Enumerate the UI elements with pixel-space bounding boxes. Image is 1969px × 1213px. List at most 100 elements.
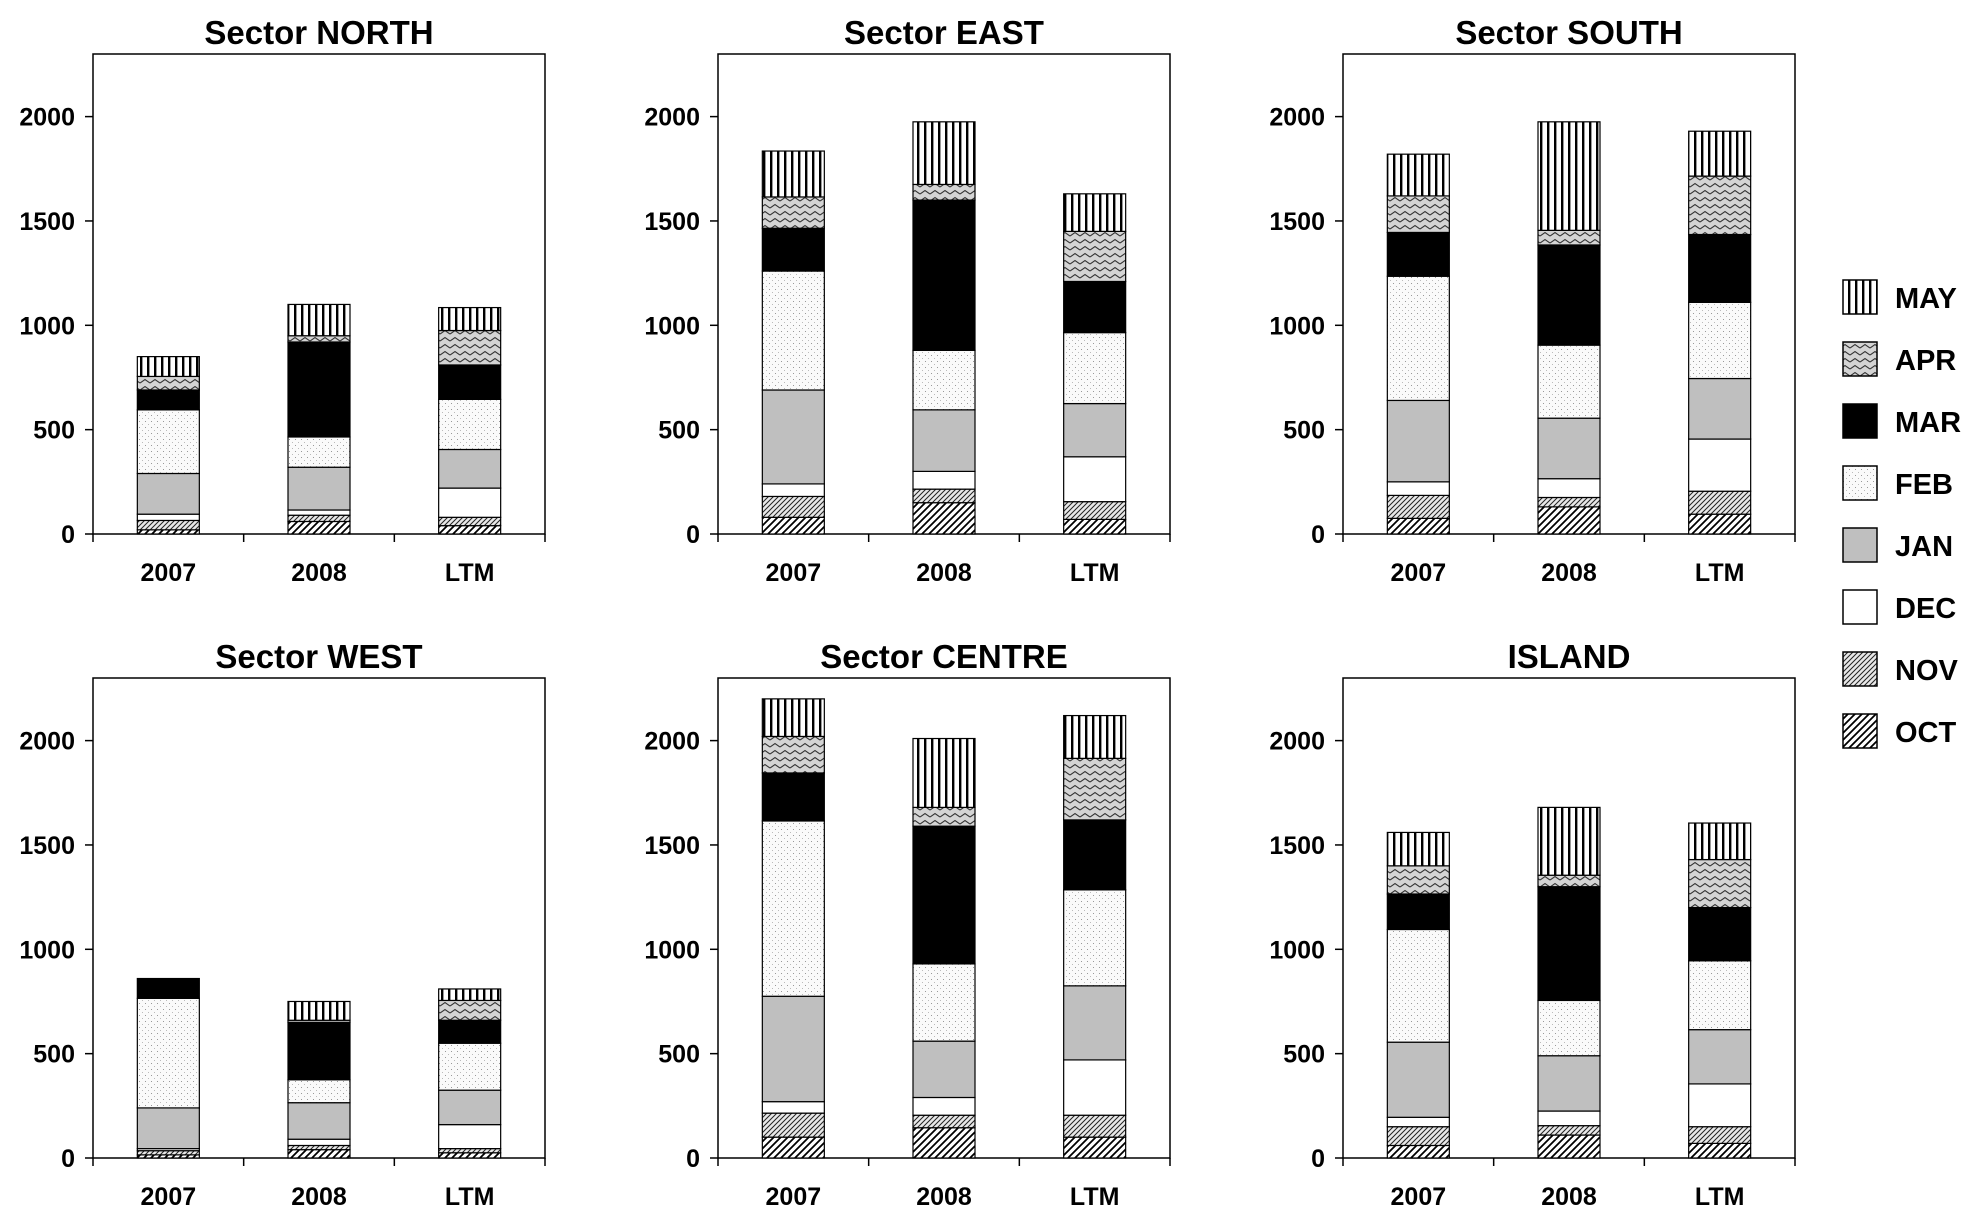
bar-segment-island-ltm-nov [1688, 1126, 1752, 1144]
bar-segment-sector-south-2008-feb [1537, 344, 1601, 419]
bar-segment-sector-centre-2008-jan [912, 1040, 976, 1099]
dots-icon [1842, 465, 1878, 501]
legend-item-nov: NOV [1842, 651, 1959, 687]
bar-segment-sector-east-ltm-feb [1063, 332, 1127, 405]
bar-segment-sector-west-ltm-mar [438, 1019, 502, 1044]
x-tick-label: 2008 [1541, 1183, 1597, 1208]
y-tick-label: 1500 [19, 832, 75, 860]
y-tick-label: 500 [1283, 1041, 1325, 1069]
bar-segment-sector-north-2007-mar [136, 389, 200, 411]
bar-segment-sector-east-2008-dec [912, 470, 976, 490]
bar-segment-sector-west-ltm-feb [438, 1042, 502, 1091]
bar-segment-sector-east-ltm-oct [1063, 518, 1127, 535]
bar-segment-sector-south-ltm-nov [1688, 490, 1752, 515]
bar-segment-island-ltm-feb [1688, 960, 1752, 1031]
bar-segment-sector-south-2008-mar [1537, 244, 1601, 346]
bar-segment-sector-south-2007-dec [1386, 481, 1450, 496]
bar-segment-sector-east-2008-jan [912, 409, 976, 472]
bar-segment-sector-centre-ltm-apr [1063, 757, 1127, 821]
x-tick-label: 2007 [141, 559, 197, 587]
bar-segment-sector-north-ltm-jan [438, 448, 502, 489]
bar-segment-island-2007-nov [1386, 1126, 1450, 1147]
bar-segment-sector-west-2008-may [287, 1000, 351, 1021]
legend-label: MAY [1895, 283, 1957, 315]
panel-title: Sector WEST [215, 638, 422, 675]
bar-segment-sector-south-2008-may [1537, 121, 1601, 231]
y-tick-label: 2000 [19, 104, 75, 132]
bar-segment-island-2008-apr [1537, 874, 1601, 888]
bar-segment-sector-north-2008-may [287, 303, 351, 337]
bar-segment-sector-west-2007-jan [136, 1107, 200, 1150]
legend-item-feb: FEB [1842, 465, 1953, 501]
x-tick-label: 2008 [291, 559, 347, 587]
bar-segment-sector-south-2007-jan [1386, 399, 1450, 483]
x-tick-label: 2008 [291, 1183, 347, 1208]
bar-segment-sector-west-ltm-nov [438, 1148, 502, 1154]
bar-segment-sector-south-2007-feb [1386, 275, 1450, 402]
bar-segment-sector-north-ltm-feb [438, 398, 502, 451]
bar-segment-sector-west-ltm-jan [438, 1089, 502, 1126]
x-tick-label: 2007 [141, 1183, 197, 1208]
bar-segment-sector-west-2007-nov [136, 1150, 200, 1156]
bar-segment-sector-south-ltm-may [1688, 130, 1752, 177]
bar-segment-sector-centre-ltm-may [1063, 714, 1127, 759]
bar-segment-sector-south-2007-may [1386, 153, 1450, 197]
x-tick-label: 2008 [1541, 559, 1597, 587]
bar-segment-sector-east-2008-feb [912, 349, 976, 411]
bar-segment-sector-east-ltm-nov [1063, 501, 1127, 520]
chart-panel-sector-south: Sector SOUTH 0 500 1000 1500 2000 2007 2008 LTM [1269, 14, 1796, 587]
bar-segment-sector-north-2007-feb [136, 409, 200, 475]
x-tick-label: 2007 [1391, 559, 1447, 587]
legend-label: APR [1895, 345, 1956, 377]
y-tick-label: 2000 [19, 728, 75, 756]
bar-segment-sector-east-2008-nov [912, 488, 976, 504]
y-tick-label: 500 [33, 1041, 75, 1069]
bar-segment-sector-centre-ltm-nov [1063, 1114, 1127, 1138]
bar-segment-sector-north-ltm-may [438, 306, 502, 332]
bar-segment-sector-east-ltm-dec [1063, 456, 1127, 503]
bar-segment-island-2007-may [1386, 831, 1450, 867]
bar-segment-sector-north-2007-may [136, 356, 200, 378]
legend-item-mar: MAR [1842, 403, 1961, 439]
bar-segment-sector-north-2007-apr [136, 375, 200, 391]
bar-segment-sector-north-2008-jan [287, 466, 351, 511]
bar-segment-sector-centre-2008-feb [912, 963, 976, 1042]
x-tick-label: LTM [445, 559, 495, 587]
x-tick-label: LTM [1695, 1183, 1745, 1208]
x-tick-label: LTM [1070, 1183, 1120, 1208]
legend-label: JAN [1895, 531, 1953, 563]
solid-white-icon [1842, 589, 1878, 625]
legend: MAY APR MAR FEB JAN DEC NOV OCT [1842, 279, 1961, 749]
bar-segment-sector-east-2007-feb [761, 270, 825, 391]
bar-segment-sector-east-2008-oct [912, 502, 976, 535]
solid-gray-icon [1842, 527, 1878, 563]
bar-segment-sector-east-ltm-jan [1063, 402, 1127, 458]
chart-panel-sector-centre: Sector CENTRE 0 500 1000 1500 2000 2007 2008 LTM [644, 638, 1171, 1211]
chart-panel-sector-west: Sector WEST 0 500 1000 1500 2000 2007 2008 LTM [19, 638, 546, 1211]
bar-segment-island-ltm-oct [1688, 1142, 1752, 1159]
bar-segment-sector-centre-ltm-mar [1063, 819, 1127, 891]
bar-segment-island-2008-jan [1537, 1055, 1601, 1112]
bar-segment-island-2008-oct [1537, 1134, 1601, 1159]
x-tick-label: LTM [1070, 559, 1120, 587]
bar-segment-island-2008-feb [1537, 999, 1601, 1057]
x-tick-label: LTM [445, 1183, 495, 1208]
bar-segment-sector-south-ltm-oct [1688, 513, 1752, 535]
bar-segment-sector-centre-2008-may [912, 737, 976, 808]
y-tick-label: 1000 [1269, 312, 1325, 340]
bar-segment-sector-centre-2007-feb [761, 820, 825, 997]
bar-segment-island-2007-apr [1386, 865, 1450, 895]
bar-segment-sector-north-2008-mar [287, 341, 351, 438]
bar-segment-sector-north-2007-nov [136, 519, 200, 531]
bar-segment-sector-south-2008-jan [1537, 417, 1601, 480]
solid-black-icon [1842, 403, 1878, 439]
zigzag-icon [1842, 341, 1878, 377]
y-tick-label: 500 [1283, 417, 1325, 445]
bar-segment-sector-north-2008-nov [287, 514, 351, 523]
bar-segment-sector-north-2008-apr [287, 335, 351, 343]
bar-segment-sector-east-2008-may [912, 121, 976, 186]
bar-segment-sector-north-ltm-mar [438, 364, 502, 400]
bar-segment-sector-south-2007-apr [1386, 195, 1450, 234]
panel-title: Sector SOUTH [1455, 14, 1682, 51]
